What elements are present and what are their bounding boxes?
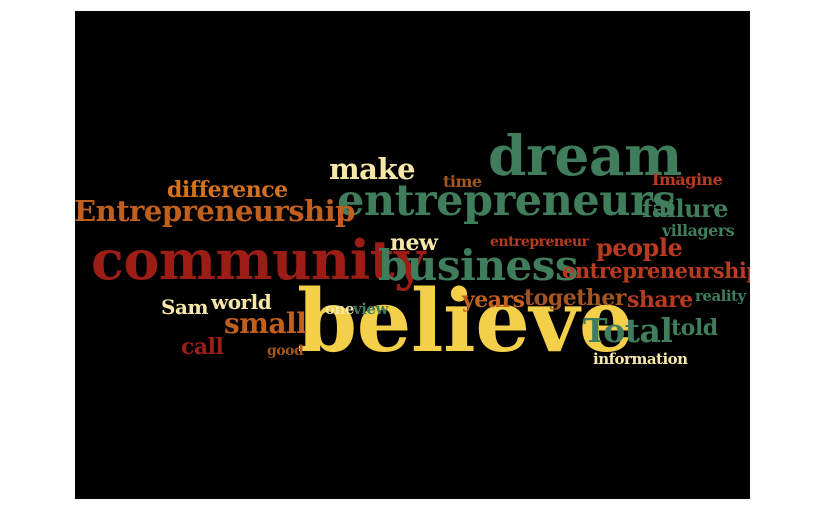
word-imagine: Imagine — [652, 170, 723, 189]
word-entrepreneurship: entrepreneurship — [562, 258, 750, 283]
word-good: good — [267, 343, 304, 359]
word-reality: reality — [695, 287, 746, 305]
word-new: new — [390, 230, 438, 256]
word-community: community — [91, 228, 426, 292]
word-entrepreneurs: entrepreneurs — [337, 176, 676, 226]
word-difference: difference — [167, 177, 288, 203]
word-villagers: villagers — [662, 221, 735, 240]
word-entrepreneur: entrepreneur — [490, 234, 589, 250]
word-time: time — [443, 172, 482, 191]
word-make: make — [329, 152, 416, 186]
word-cloud: believe community entrepreneurs dream bu… — [75, 11, 750, 499]
word-world: world — [211, 290, 272, 314]
word-sam: Sam — [161, 295, 209, 319]
word-believe: believe — [297, 271, 634, 372]
word-call: call — [181, 334, 224, 360]
word-failure: failure — [642, 194, 728, 223]
word-small: small — [224, 307, 307, 340]
word-told: told — [671, 315, 718, 341]
word-information: information — [593, 350, 688, 368]
word-years: years — [462, 287, 525, 313]
word-entrepreneurship-title: Entrepreneurship — [75, 194, 355, 228]
word-share: share — [627, 287, 693, 313]
word-one: one — [325, 300, 354, 318]
word-total: Total — [583, 311, 673, 350]
word-dream: dream — [488, 123, 682, 188]
word-together: together — [524, 285, 626, 311]
word-view: view — [353, 300, 388, 318]
word-people: people — [596, 233, 683, 262]
word-business: business — [378, 241, 579, 290]
